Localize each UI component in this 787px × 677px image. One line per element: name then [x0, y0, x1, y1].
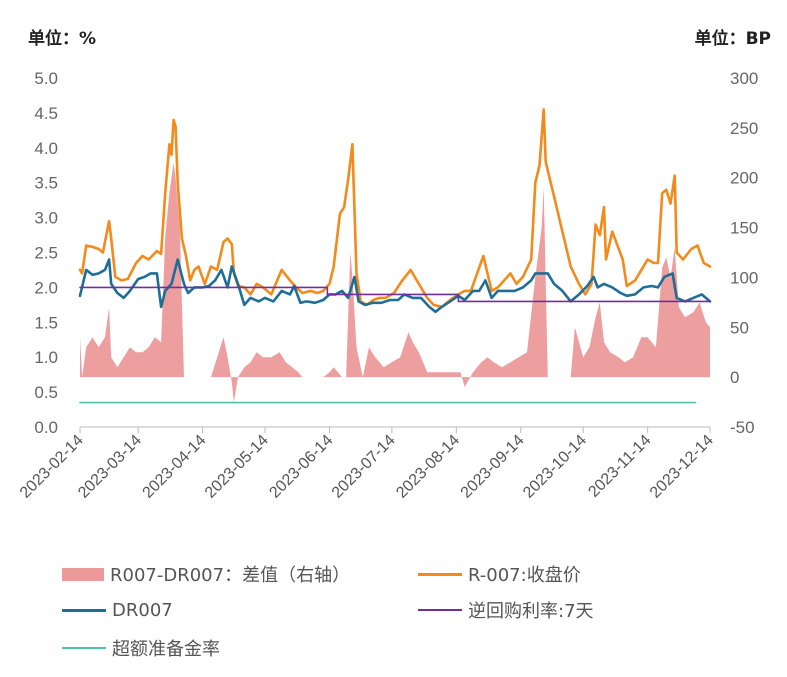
chart-canvas: 0.0 0.5 1.0 1.5 2.0 2.5 3.0 3.5 4.0 4.5 5.0 -50 0 50 1… — [17, 69, 758, 502]
reverse-repo-7d-line — [79, 286, 711, 303]
spread-area-layer — [80, 162, 710, 403]
x-tick-label: 2023-03-14 — [75, 432, 145, 502]
x-tick-label: 2023-04-14 — [140, 432, 210, 502]
y-right-tick-label: 300 — [730, 69, 758, 88]
y-left-tick-label: 1.5 — [34, 313, 58, 332]
right-axis-unit: 单位：BP — [694, 29, 771, 49]
y-left-tick-label: 5.0 — [34, 69, 58, 88]
legend-label-spread: R007-DR007：差值（右轴） — [110, 565, 351, 586]
r007-dr007-spread-area — [80, 162, 710, 403]
y-right-tick-label: 50 — [730, 318, 749, 337]
y-right-tick-label: 150 — [730, 219, 758, 238]
legend-label-dr007: DR007 — [112, 599, 173, 621]
x-tick-label: 2023-06-14 — [266, 432, 336, 502]
y-right-tick-label: 200 — [730, 169, 758, 188]
series-lines-layer — [78, 108, 712, 404]
y-right-tick-label: 250 — [730, 119, 758, 138]
legend-item-repo: 逆回购利率:7天 — [418, 594, 594, 626]
legend-swatch-repo — [418, 609, 462, 611]
legend-label-repo: 逆回购利率:7天 — [468, 601, 594, 622]
y-left-tick-label: 2.0 — [34, 278, 58, 297]
left-axis-unit: 单位：% — [28, 29, 97, 49]
legend-swatch-dr007 — [62, 608, 106, 612]
legend-label-r007: R-007:收盘价 — [468, 565, 581, 586]
x-tick-label: 2023-05-14 — [202, 432, 272, 502]
legend-label-rrr: 超额准备金率 — [112, 639, 220, 660]
axes-layer: 0.0 0.5 1.0 1.5 2.0 2.5 3.0 3.5 4.0 4.5 5.0 -50 0 50 1… — [17, 69, 758, 502]
legend-item-rrr: 超额准备金率 — [62, 632, 220, 664]
x-tick-label: 2023-10-14 — [520, 432, 590, 502]
legend-swatch-r007 — [418, 572, 462, 576]
legend: R007-DR007：差值（右轴） R-007:收盘价 DR007 逆回购利率:… — [0, 556, 787, 677]
y-left-tick-label: 3.5 — [34, 174, 58, 193]
y-right-tick-label: 0 — [730, 368, 739, 387]
y-left-tick-label: 4.5 — [34, 104, 58, 123]
y-left-tick-label: 3.0 — [34, 209, 58, 228]
y-left-tick-label: 4.0 — [34, 139, 58, 158]
x-tick-label: 2023-07-14 — [329, 432, 399, 502]
x-tick-label: 2023-09-14 — [458, 432, 528, 502]
legend-swatch-spread — [62, 567, 104, 581]
y-left-tick-label: 0.0 — [34, 418, 58, 437]
legend-item-spread: R007-DR007：差值（右轴） — [62, 558, 350, 590]
y-left-tick-label: 1.0 — [34, 348, 58, 367]
x-tick-label: 2023-08-14 — [393, 432, 463, 502]
legend-swatch-rrr — [62, 647, 106, 649]
y-left-tick-label: 2.5 — [34, 244, 58, 263]
legend-item-r007: R-007:收盘价 — [418, 558, 581, 590]
x-tick-label: 2023-11-14 — [585, 432, 654, 501]
y-right-tick-label: 100 — [730, 268, 758, 287]
x-tick-label: 2023-12-14 — [647, 432, 717, 502]
y-left-tick-label: 0.5 — [34, 383, 58, 402]
y-right-tick-label: -50 — [730, 418, 755, 437]
r007-line — [78, 108, 712, 309]
legend-item-dr007: DR007 — [62, 594, 173, 626]
